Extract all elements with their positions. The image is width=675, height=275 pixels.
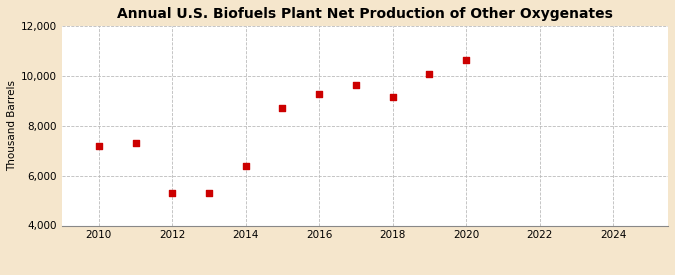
Point <box>424 72 435 76</box>
Title: Annual U.S. Biofuels Plant Net Production of Other Oxygenates: Annual U.S. Biofuels Plant Net Productio… <box>117 7 613 21</box>
Point <box>130 141 141 145</box>
Point <box>204 191 215 195</box>
Y-axis label: Thousand Barrels: Thousand Barrels <box>7 80 17 171</box>
Point <box>167 191 178 195</box>
Point <box>93 144 104 148</box>
Point <box>277 106 288 111</box>
Point <box>350 82 361 87</box>
Point <box>240 164 251 168</box>
Point <box>314 91 325 96</box>
Point <box>460 58 471 62</box>
Point <box>387 95 398 100</box>
